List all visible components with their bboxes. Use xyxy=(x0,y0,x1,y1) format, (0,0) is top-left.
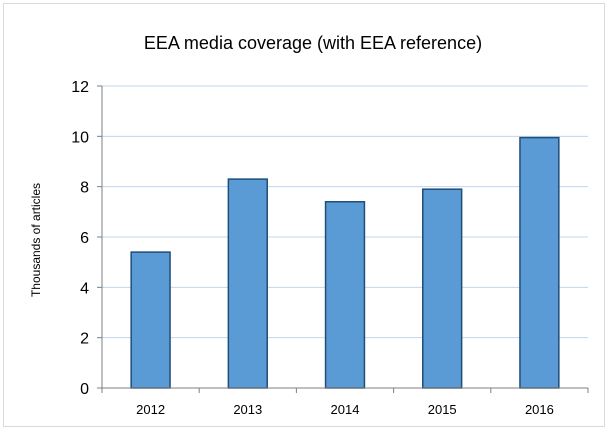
y-axis-label: Thousands of articles xyxy=(29,183,43,297)
bar-2013 xyxy=(227,178,268,389)
y-tick-label: 10 xyxy=(71,129,89,146)
y-tick-label: 12 xyxy=(71,79,89,96)
y-tick-labels: 0 2 4 6 8 10 12 xyxy=(71,79,89,398)
bar-2015 xyxy=(422,188,463,389)
x-tick-label: 2012 xyxy=(136,402,165,417)
x-tick-label: 2015 xyxy=(428,402,457,417)
x-tick-label: 2016 xyxy=(525,402,554,417)
y-tick-label: 0 xyxy=(80,381,89,398)
y-tick-label: 6 xyxy=(80,230,89,247)
x-tick-label: 2013 xyxy=(233,402,262,417)
axes xyxy=(97,85,589,393)
bars xyxy=(130,136,560,389)
bar-2016 xyxy=(519,136,560,389)
x-tick-labels: 2012 2013 2014 2015 2016 xyxy=(136,402,554,417)
bar-2012 xyxy=(130,251,171,389)
y-tick-label: 2 xyxy=(80,331,89,348)
y-tick-label: 8 xyxy=(80,180,89,197)
x-tick-label: 2014 xyxy=(331,402,360,417)
y-tick-label: 4 xyxy=(80,280,89,297)
grid-lines xyxy=(102,85,588,339)
chart-title: EEA media coverage (with EEA reference) xyxy=(144,33,482,53)
chart-frame xyxy=(3,3,605,427)
bar-2014 xyxy=(324,201,366,389)
